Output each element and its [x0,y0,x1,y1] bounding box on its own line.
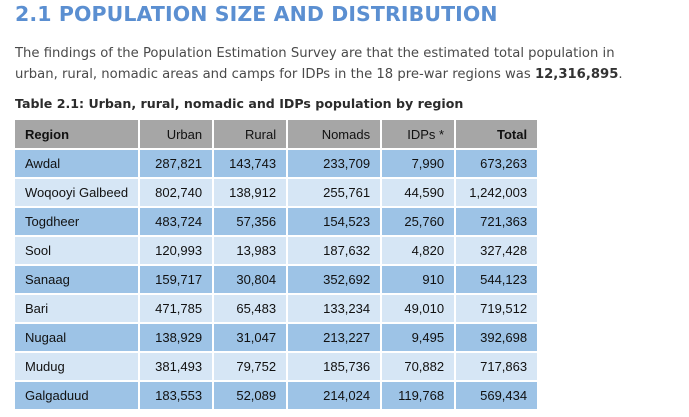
cell-idps: 9,495 [382,324,457,353]
header-region: Region [15,120,141,150]
cell-total: 1,242,003 [456,179,538,208]
cell-idps: 910 [382,266,457,295]
cell-total: 392,698 [456,324,538,353]
intro-end: . [618,67,623,82]
header-nomads: Nomads [288,120,383,150]
cell-nomads: 214,024 [288,382,383,411]
cell-nomads: 185,736 [288,353,383,382]
cell-region: Sool [15,237,141,266]
intro-total-population: 12,316,895 [534,67,619,82]
cell-rural: 52,089 [214,382,289,411]
cell-nomads: 233,709 [288,150,383,179]
cell-idps: 119,768 [382,382,457,411]
table-row: Sool 120,993 13,983 187,632 4,820 327,428 [15,237,538,266]
cell-region: Mudug [15,353,141,382]
cell-total: 717,863 [456,353,538,382]
cell-nomads: 187,632 [288,237,383,266]
cell-idps: 4,820 [382,237,457,266]
cell-nomads: 133,234 [288,295,383,324]
intro-text: The findings of the Population Estimatio… [15,46,615,82]
cell-idps: 49,010 [382,295,457,324]
cell-region: Awdal [15,150,141,179]
cell-region: Bari [15,295,141,324]
cell-urban: 138,929 [140,324,215,353]
cell-region: Nugaal [15,324,141,353]
cell-total: 721,363 [456,208,538,237]
table-row: Bari 471,785 65,483 133,234 49,010 719,512 [15,295,538,324]
cell-rural: 65,483 [214,295,289,324]
cell-urban: 483,724 [140,208,215,237]
cell-total: 719,512 [456,295,538,324]
cell-rural: 31,047 [214,324,289,353]
intro-paragraph: The findings of the Population Estimatio… [15,43,655,85]
cell-idps: 25,760 [382,208,457,237]
cell-idps: 70,882 [382,353,457,382]
table-row: Sanaag 159,717 30,804 352,692 910 544,123 [15,266,538,295]
cell-urban: 471,785 [140,295,215,324]
cell-urban: 159,717 [140,266,215,295]
cell-rural: 30,804 [214,266,289,295]
table-row: Awdal 287,821 143,743 233,709 7,990 673,263 [15,150,538,179]
cell-nomads: 352,692 [288,266,383,295]
table-row: Togdheer 483,724 57,356 154,523 25,760 721,36… [15,208,538,237]
cell-urban: 183,553 [140,382,215,411]
header-rural: Rural [214,120,289,150]
cell-region: Woqooyi Galbeed [15,179,141,208]
cell-urban: 120,993 [140,237,215,266]
header-idps: IDPs * [382,120,457,150]
population-table: Region Urban Rural Nomads IDPs * Total A… [15,120,538,411]
cell-urban: 802,740 [140,179,215,208]
section-title: 2.1 POPULATION SIZE AND DISTRIBUTION [15,2,498,26]
cell-idps: 44,590 [382,179,457,208]
cell-nomads: 255,761 [288,179,383,208]
table-row: Woqooyi Galbeed 802,740 138,912 255,761 44,5… [15,179,538,208]
cell-rural: 143,743 [214,150,289,179]
cell-rural: 13,983 [214,237,289,266]
table-caption: Table 2.1: Urban, rural, nomadic and IDP… [15,96,464,111]
table-row: Nugaal 138,929 31,047 213,227 9,495 392,698 [15,324,538,353]
table-body: Awdal 287,821 143,743 233,709 7,990 673,263 Wo… [15,150,538,411]
table-row: Mudug 381,493 79,752 185,736 70,882 717,863 [15,353,538,382]
cell-rural: 79,752 [214,353,289,382]
cell-total: 327,428 [456,237,538,266]
cell-region: Galgaduud [15,382,141,411]
cell-nomads: 154,523 [288,208,383,237]
cell-urban: 287,821 [140,150,215,179]
cell-nomads: 213,227 [288,324,383,353]
cell-total: 673,263 [456,150,538,179]
header-total: Total [456,120,538,150]
cell-rural: 57,356 [214,208,289,237]
cell-rural: 138,912 [214,179,289,208]
cell-idps: 7,990 [382,150,457,179]
cell-region: Togdheer [15,208,141,237]
header-urban: Urban [140,120,215,150]
cell-region: Sanaag [15,266,141,295]
cell-total: 544,123 [456,266,538,295]
table-header-row: Region Urban Rural Nomads IDPs * Total [15,120,538,150]
cell-urban: 381,493 [140,353,215,382]
cell-total: 569,434 [456,382,538,411]
table-row: Galgaduud 183,553 52,089 214,024 119,768 569,… [15,382,538,411]
